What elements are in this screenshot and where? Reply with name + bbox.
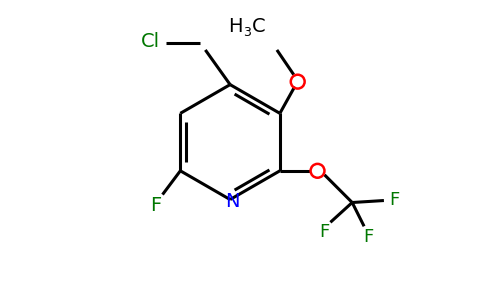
Text: Cl: Cl [141, 32, 160, 50]
Text: H: H [228, 17, 242, 36]
Text: C: C [252, 17, 266, 36]
Text: F: F [390, 190, 400, 208]
Text: F: F [319, 223, 330, 241]
Text: N: N [225, 192, 240, 211]
Text: F: F [363, 228, 373, 246]
Text: 3: 3 [243, 26, 251, 39]
Text: F: F [150, 196, 161, 215]
